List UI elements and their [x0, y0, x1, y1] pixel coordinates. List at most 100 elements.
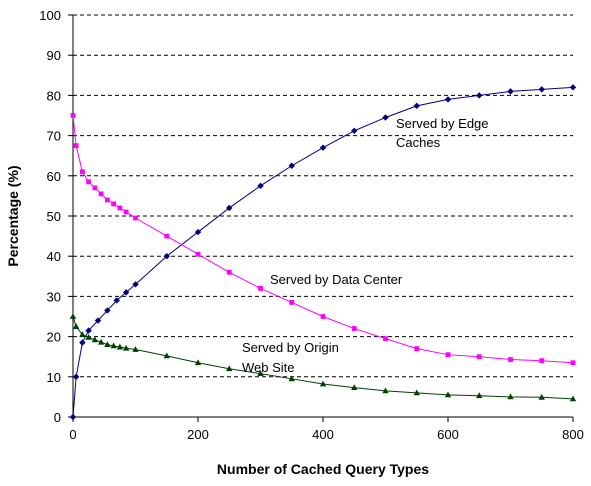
tick-labels: 0 10 20 30 40 50 60 70 80 90 100 0 200 400 600 800	[39, 8, 584, 442]
data-point	[72, 323, 80, 329]
data-point	[476, 354, 482, 360]
data-point	[163, 352, 170, 359]
data-point	[86, 179, 92, 185]
data-point	[133, 215, 138, 221]
data-point	[164, 233, 170, 239]
data-point	[413, 389, 420, 396]
y-tick-label: 70	[47, 129, 61, 144]
data-point	[538, 86, 545, 93]
series-line	[72, 316, 574, 400]
data-point	[569, 395, 577, 402]
axes	[68, 14, 574, 422]
annotation-line: Served by Edge	[396, 116, 489, 131]
annotation-served-by-data-center: Served by Data Center	[270, 272, 403, 287]
x-tick-label: 800	[562, 427, 584, 442]
data-point	[122, 289, 130, 296]
data-point	[194, 228, 202, 236]
data-point	[507, 88, 514, 95]
data-point	[72, 373, 80, 380]
y-tick-label: 80	[47, 88, 61, 103]
gridlines	[73, 14, 573, 378]
y-tick-label: 30	[47, 289, 61, 304]
data-point	[91, 336, 99, 343]
x-tick-label: 0	[69, 427, 76, 442]
series-served-by-origin-web-site	[69, 313, 577, 402]
data-point	[194, 359, 202, 366]
data-point	[319, 380, 327, 387]
data-point	[69, 413, 77, 421]
data-point	[351, 384, 358, 391]
data-point	[288, 162, 295, 169]
data-point	[289, 300, 295, 305]
data-point	[257, 370, 264, 376]
data-point	[382, 387, 389, 394]
data-point	[163, 253, 170, 260]
data-point	[382, 114, 389, 121]
data-point	[226, 269, 232, 275]
data-point	[104, 197, 110, 203]
data-point	[70, 113, 76, 118]
annotation-line: Caches	[396, 135, 441, 150]
data-point	[122, 344, 130, 351]
y-tick-label: 50	[47, 209, 61, 224]
series-line	[72, 86, 574, 418]
y-tick-label: 20	[47, 330, 61, 345]
x-axis-title: Number of Cached Query Types	[217, 461, 429, 477]
data-point	[111, 201, 117, 207]
data-point	[92, 185, 98, 191]
data-point	[508, 357, 513, 362]
data-point	[507, 393, 514, 400]
data-point	[113, 297, 120, 304]
data-point	[383, 336, 388, 342]
data-point	[257, 182, 264, 190]
data-point	[117, 205, 123, 211]
series-served-by-data-center	[70, 113, 576, 366]
data-point	[476, 92, 483, 99]
x-tick-label: 600	[437, 427, 459, 442]
x-tick-label: 400	[312, 427, 334, 442]
data-point	[476, 392, 483, 399]
annotation-line: Served by Origin	[242, 340, 339, 355]
data-point	[79, 331, 86, 337]
data-point	[98, 191, 104, 197]
data-point	[85, 334, 92, 340]
annotation-line: Served by Data Center	[270, 272, 403, 287]
data-point	[94, 317, 102, 324]
data-point	[414, 346, 420, 352]
data-point	[73, 143, 79, 149]
annotation-served-by-origin-web-site: Served by Origin Web Site	[242, 340, 339, 375]
data-point	[445, 352, 451, 358]
data-point	[110, 342, 117, 349]
y-tick-label: 40	[47, 249, 61, 264]
annotation-served-by-edge-caches: Served by Edge Caches	[396, 116, 489, 150]
data-point	[319, 144, 327, 151]
series-served-by-edge-caches	[69, 84, 577, 421]
y-tick-label: 60	[47, 169, 61, 184]
data-point	[116, 343, 124, 350]
data-point	[132, 346, 139, 352]
data-point	[123, 209, 129, 215]
data-point	[538, 393, 545, 400]
y-tick-label: 90	[47, 48, 61, 63]
data-point	[258, 285, 263, 291]
data-point	[104, 307, 111, 314]
data-point	[570, 360, 576, 366]
y-tick-label: 0	[54, 410, 61, 425]
data-point	[69, 313, 77, 319]
data-point	[97, 338, 105, 345]
series-annotations: Served by Edge Caches Served by Data Cente…	[242, 116, 489, 375]
series-line	[72, 115, 574, 364]
y-tick-label: 100	[39, 8, 61, 23]
data-point	[288, 375, 295, 382]
annotation-line: Web Site	[242, 360, 295, 375]
data-point	[351, 127, 358, 134]
data-point	[539, 358, 545, 364]
series-lines	[69, 84, 577, 421]
x-tick-label: 200	[187, 427, 209, 442]
data-point	[132, 281, 139, 288]
data-point	[320, 314, 326, 319]
data-point	[104, 341, 111, 348]
data-point	[79, 169, 85, 175]
data-point	[226, 204, 233, 212]
data-point	[195, 251, 201, 257]
